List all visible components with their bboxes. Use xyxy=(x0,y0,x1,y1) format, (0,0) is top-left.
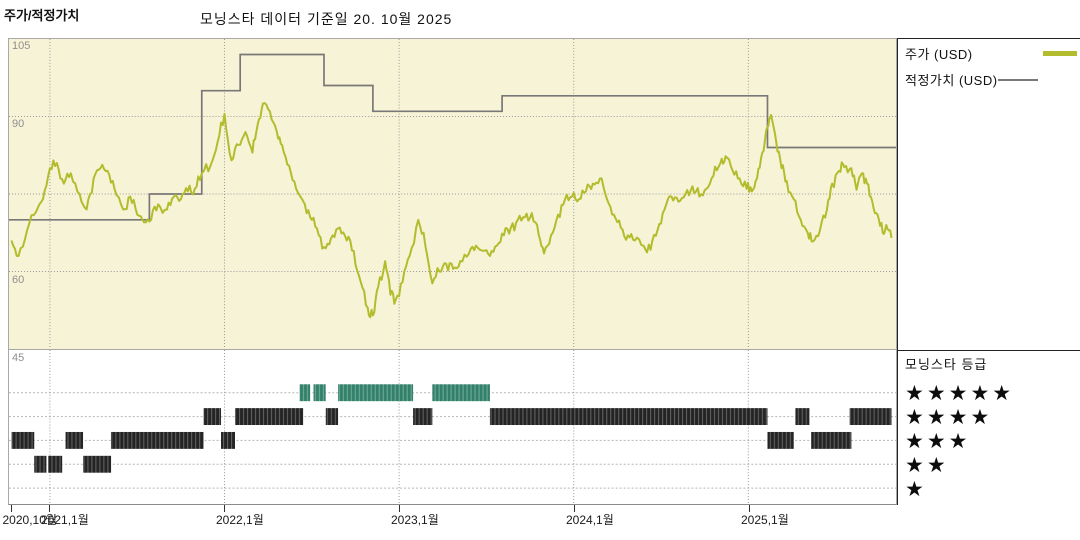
page-title: 주가/적정가치 xyxy=(4,8,80,23)
rating-bar-3-star xyxy=(221,431,235,449)
x-axis-label: 2024,1월 xyxy=(566,513,614,527)
price-line-swatch xyxy=(1043,51,1077,56)
fair-value-line-swatch xyxy=(997,78,1038,81)
y-axis-label-45: 45 xyxy=(12,352,25,364)
star-row-2: ★★ xyxy=(905,454,949,477)
legend-item-price: 주가 (USD) xyxy=(905,44,1077,63)
fair-value-line xyxy=(9,53,896,221)
rating-history-panel xyxy=(8,350,897,505)
x-axis-tick xyxy=(49,505,50,512)
rating-bar-5-star xyxy=(338,384,414,402)
rating-legend: 모닝스타 등급 ★★★★★ ★★★★ ★★★ ★★ ★ xyxy=(905,354,1077,502)
y-axis-label-90: 90 xyxy=(12,118,25,130)
rating-bar-4-star xyxy=(325,408,339,426)
x-axis-label: 2022,1월 xyxy=(216,513,264,527)
rating-history-canvas xyxy=(9,350,896,504)
x-axis-label: 2023,1월 xyxy=(391,513,439,527)
rating-bar-3-star xyxy=(110,431,204,449)
x-axis-tick xyxy=(10,505,12,512)
price-line xyxy=(10,102,893,319)
rating-bar-4-star xyxy=(795,408,810,426)
x-axis-tick xyxy=(574,505,575,512)
rating-bar-4-star xyxy=(203,408,222,426)
rating-legend-title: 모닝스타 등급 xyxy=(905,357,988,372)
star-row-3: ★★★ xyxy=(905,430,971,453)
x-axis-tick xyxy=(399,505,400,512)
price-chart-panel xyxy=(8,38,897,350)
rating-bar-3-star xyxy=(65,431,84,449)
x-axis-tick xyxy=(749,505,750,512)
rating-bar-3-star xyxy=(767,431,794,449)
star-row-5: ★★★★★ xyxy=(905,382,1015,405)
rating-bar-4-star xyxy=(413,408,433,426)
y-axis-label-105: 105 xyxy=(12,40,31,52)
x-axis-label: 2021,1월 xyxy=(41,513,89,527)
rating-bar-3-star xyxy=(11,431,35,449)
star-rows: ★★★★★ ★★★★ ★★★ ★★ ★ xyxy=(905,382,1077,502)
y-axis-label-60: 60 xyxy=(12,274,25,286)
chart-legend: 주가 (USD) 적정가치 (USD) xyxy=(905,44,1077,96)
rating-bar-4-star xyxy=(489,408,768,426)
rating-bar-4-star xyxy=(849,408,892,426)
rating-bar-5-star xyxy=(432,384,490,402)
x-axis-label: 2020,10월 xyxy=(2,513,57,527)
legend-divider-vertical xyxy=(897,38,898,505)
star-row-1: ★ xyxy=(905,478,927,501)
rating-bar-2-star xyxy=(48,455,63,473)
rating-bar-4-star xyxy=(234,408,304,426)
rating-bar-2-star xyxy=(83,455,112,473)
legend-price-label: 주가 (USD) xyxy=(905,47,973,62)
star-row-4: ★★★★ xyxy=(905,406,993,429)
legend-fair-value-label: 적정가치 (USD) xyxy=(905,73,998,88)
rating-bar-3-star xyxy=(811,431,852,449)
legend-divider-top xyxy=(897,38,1080,39)
rating-bar-5-star xyxy=(313,384,326,402)
x-axis-label: 2025,1월 xyxy=(741,513,789,527)
x-axis-tick xyxy=(224,505,225,512)
legend-divider-middle xyxy=(897,350,1080,351)
price-chart-canvas xyxy=(9,39,896,349)
rating-bar-5-star xyxy=(299,384,311,402)
rating-bar-2-star xyxy=(34,455,47,473)
legend-item-fair-value: 적정가치 (USD) xyxy=(905,70,1077,89)
data-as-of-subtitle: 모닝스타 데이터 기준일 20. 10월 2025 xyxy=(200,11,453,27)
